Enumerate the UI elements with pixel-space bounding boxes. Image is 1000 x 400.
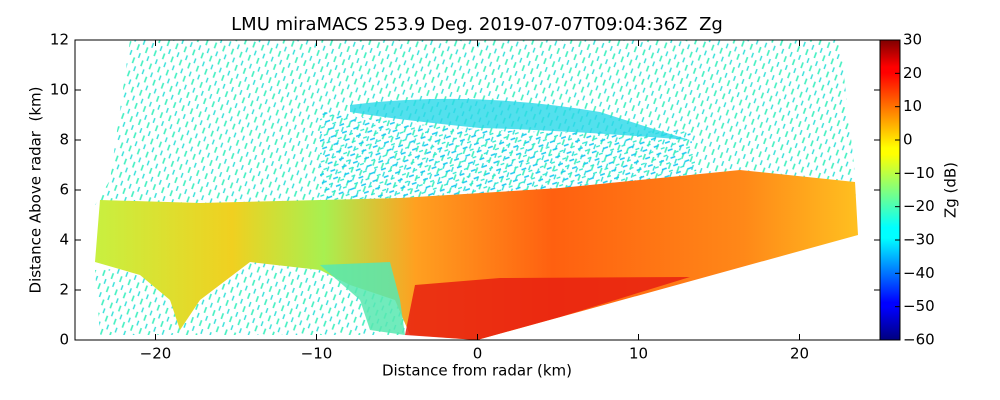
x-tick-label: 10: [629, 345, 648, 363]
colorbar-tick-label: −20: [903, 197, 935, 215]
y-tick-label: 12: [50, 31, 69, 49]
colorbar-tick-label: 10: [903, 97, 922, 115]
x-tick-label: 20: [790, 345, 809, 363]
y-tick-label: 2: [59, 281, 69, 299]
lower-cyan: [320, 262, 405, 335]
y-tick-label: 10: [50, 81, 69, 99]
y-tick-label: 8: [59, 131, 69, 149]
x-tick-label: 0: [473, 345, 483, 363]
colorbar: [879, 39, 901, 341]
colorbar-tick-label: −50: [903, 297, 935, 315]
colorbar-tick-label: −10: [903, 164, 935, 182]
cloud-band: [95, 170, 858, 340]
cirrus-layer: [350, 98, 690, 140]
chart-title: LMU miraMACS 253.9 Deg. 2019-07-07T09:04…: [231, 14, 723, 35]
x-tick-label: −10: [301, 345, 333, 363]
y-axis-label: Distance Above radar (km): [27, 87, 45, 294]
colorbar-tick-label: 20: [903, 64, 922, 82]
core-red: [405, 277, 690, 340]
y-tick-label: 6: [59, 181, 69, 199]
colorbar-label: Zg (dB): [942, 162, 960, 218]
x-tick-label: −20: [140, 345, 172, 363]
colorbar-tick-label: 30: [903, 31, 922, 49]
y-tick-label: 4: [59, 231, 69, 249]
colorbar-tick-label: −30: [903, 231, 935, 249]
colorbar-tick-label: 0: [903, 131, 913, 149]
colorbar-tick-label: −60: [903, 331, 935, 349]
radar-field: [95, 40, 858, 340]
colorbar-tick-label: −40: [903, 264, 935, 282]
y-tick-label: 0: [59, 331, 69, 349]
x-axis-label: Distance from radar (km): [382, 362, 572, 380]
